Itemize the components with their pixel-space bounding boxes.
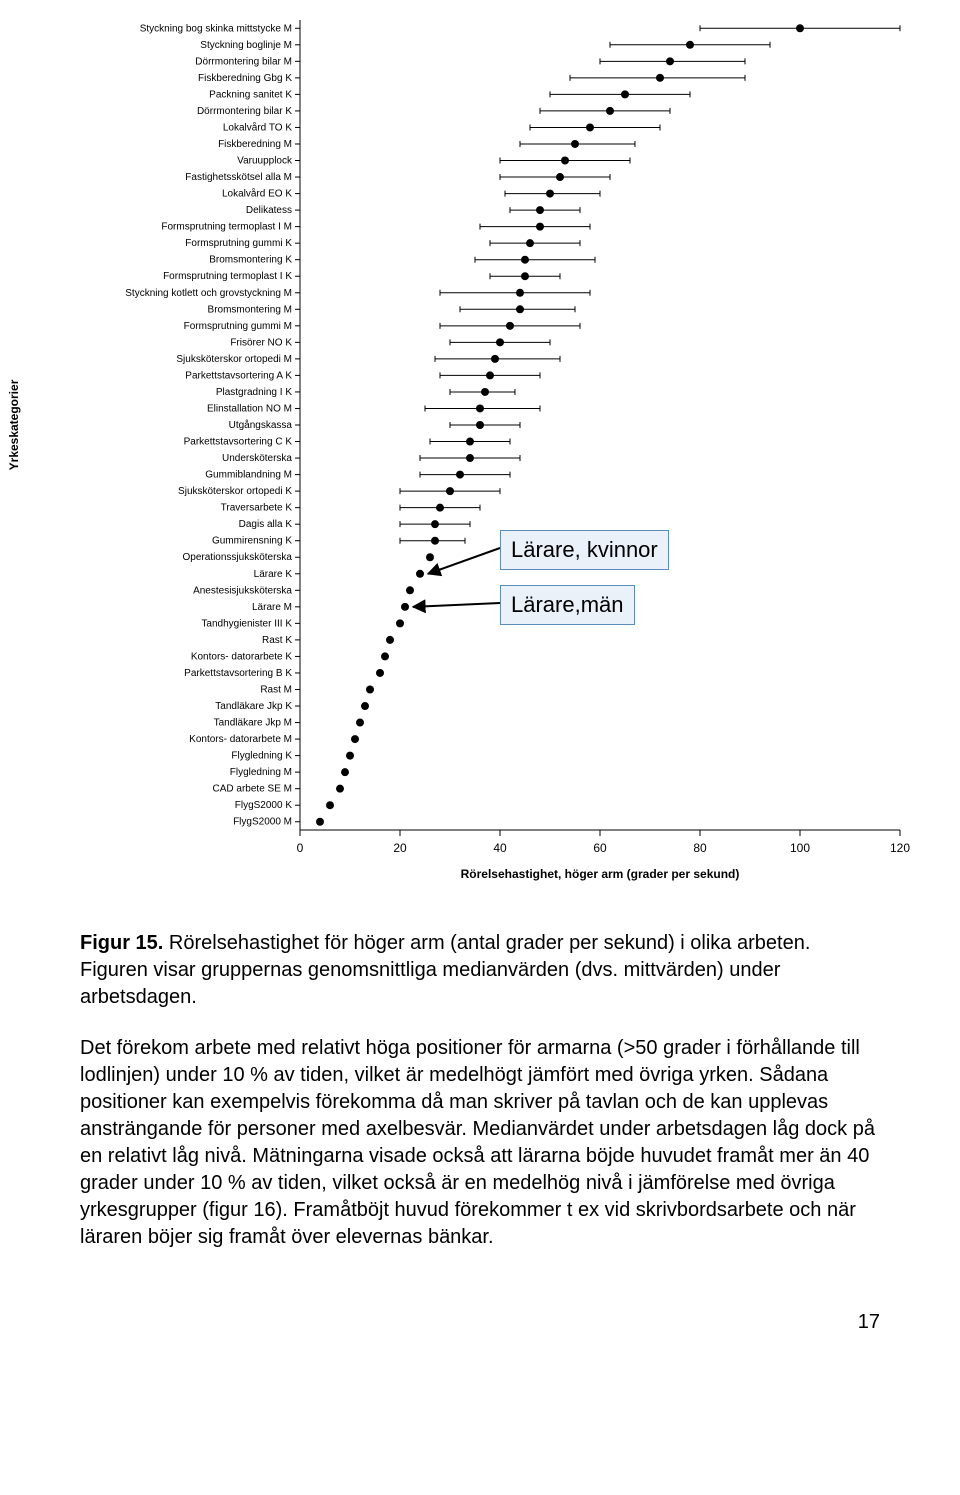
svg-text:120: 120: [890, 841, 910, 855]
svg-text:FlygS2000 K: FlygS2000 K: [235, 800, 293, 811]
svg-text:Kontors- datorarbete M: Kontors- datorarbete M: [189, 734, 292, 745]
svg-text:Tandhygienister III K: Tandhygienister III K: [201, 618, 292, 629]
svg-text:Utgångskassa: Utgångskassa: [229, 419, 293, 431]
svg-text:0: 0: [297, 841, 304, 855]
svg-text:20: 20: [393, 841, 407, 855]
svg-text:Styckning bog skinka mittstyck: Styckning bog skinka mittstycke M: [140, 23, 292, 34]
svg-text:Rast K: Rast K: [262, 635, 292, 646]
svg-text:Anestesisjuksköterska: Anestesisjuksköterska: [193, 585, 292, 596]
svg-text:Flygledning K: Flygledning K: [231, 751, 292, 762]
svg-text:Tandläkare Jkp K: Tandläkare Jkp K: [215, 701, 292, 712]
svg-text:Formsprutning gummi M: Formsprutning gummi M: [184, 321, 292, 332]
svg-text:Formsprutning termoplast I M: Formsprutning termoplast I M: [161, 222, 292, 233]
svg-text:Lärare K: Lärare K: [254, 569, 293, 580]
page-number: 17: [858, 1311, 880, 1334]
svg-text:Rörelsehastighet, höger arm (g: Rörelsehastighet, höger arm (grader per …: [461, 867, 740, 881]
svg-text:Parkettstavsortering B K: Parkettstavsortering B K: [184, 668, 292, 679]
svg-text:CAD arbete SE M: CAD arbete SE M: [213, 784, 292, 795]
svg-text:Rast M: Rast M: [260, 684, 292, 695]
svg-text:80: 80: [693, 841, 707, 855]
svg-text:Kontors- datorarbete K: Kontors- datorarbete K: [191, 651, 292, 662]
svg-text:Parkettstavsortering C K: Parkettstavsortering C K: [184, 437, 293, 448]
svg-text:Bromsmontering M: Bromsmontering M: [208, 304, 292, 315]
svg-text:Elinstallation NO M: Elinstallation NO M: [207, 403, 292, 414]
caption-prefix: Figur 15.: [80, 932, 163, 954]
svg-text:Gummiblandning M: Gummiblandning M: [205, 470, 292, 481]
svg-text:Operationssjuksköterska: Operationssjuksköterska: [183, 552, 293, 563]
svg-text:Fiskberedning Gbg K: Fiskberedning Gbg K: [198, 73, 292, 84]
svg-text:Undersköterska: Undersköterska: [222, 453, 292, 464]
svg-text:Yrkeskategorier: Yrkeskategorier: [7, 379, 21, 470]
callout-text: Lärare, kvinnor: [511, 537, 658, 562]
caption-rest: Rörelsehastighet för höger arm (antal gr…: [80, 932, 810, 1008]
figure-caption: Figur 15. Rörelsehastighet för höger arm…: [80, 930, 880, 1011]
svg-text:Plastgradning I K: Plastgradning I K: [216, 387, 292, 398]
svg-text:Formsprutning gummi K: Formsprutning gummi K: [185, 238, 292, 249]
callout-larare-man: Lärare,män: [500, 585, 635, 625]
svg-text:Gummirensning K: Gummirensning K: [212, 536, 292, 547]
svg-text:Lokalvård EO K: Lokalvård EO K: [222, 188, 292, 200]
svg-text:Lokalvård TO K: Lokalvård TO K: [223, 121, 292, 133]
svg-text:Lärare M: Lärare M: [252, 602, 292, 613]
svg-text:40: 40: [493, 841, 507, 855]
svg-text:60: 60: [593, 841, 607, 855]
svg-text:Packning sanitet K: Packning sanitet K: [209, 89, 292, 100]
callout-text: Lärare,män: [511, 592, 624, 617]
svg-text:Delikatess: Delikatess: [246, 205, 292, 216]
svg-text:Flygledning M: Flygledning M: [230, 767, 292, 778]
svg-text:100: 100: [790, 841, 810, 855]
svg-text:Dörrmontering bilar K: Dörrmontering bilar K: [197, 106, 292, 117]
svg-text:Sjuksköterskor ortopedi K: Sjuksköterskor ortopedi K: [178, 486, 292, 497]
svg-text:Fastighetsskötsel alla M: Fastighetsskötsel alla M: [185, 172, 292, 183]
svg-text:Styckning kotlett och grovstyc: Styckning kotlett och grovstyckning M: [125, 288, 292, 299]
svg-text:Frisörer NO K: Frisörer NO K: [230, 337, 292, 348]
svg-text:Dörrmontering bilar M: Dörrmontering bilar M: [195, 56, 292, 67]
svg-text:Formsprutning termoplast I K: Formsprutning termoplast I K: [163, 271, 292, 282]
body-paragraph: Det förekom arbete med relativt höga pos…: [80, 1035, 880, 1251]
svg-text:Styckning boglinje M: Styckning boglinje M: [200, 40, 292, 51]
svg-text:Parkettstavsortering A K: Parkettstavsortering A K: [185, 370, 292, 381]
svg-text:Bromsmontering K: Bromsmontering K: [209, 255, 292, 266]
dot-chart: 0 20 40 60 80 100 120 Rörelsehastighet, höger a…: [0, 0, 960, 900]
svg-text:Traversarbete K: Traversarbete K: [221, 503, 293, 514]
svg-text:Fiskberedning M: Fiskberedning M: [218, 139, 292, 150]
svg-text:Dagis alla K: Dagis alla K: [239, 519, 293, 530]
svg-text:Varuupplock: Varuupplock: [237, 156, 293, 167]
figure-container: 0 20 40 60 80 100 120 Rörelsehastighet, höger a…: [0, 0, 960, 900]
callout-larare-kvinnor: Lärare, kvinnor: [500, 530, 669, 570]
svg-text:Sjuksköterskor ortopedi M: Sjuksköterskor ortopedi M: [176, 354, 292, 365]
svg-text:Tandläkare Jkp M: Tandläkare Jkp M: [214, 718, 292, 729]
svg-text:FlygS2000 M: FlygS2000 M: [233, 817, 292, 828]
